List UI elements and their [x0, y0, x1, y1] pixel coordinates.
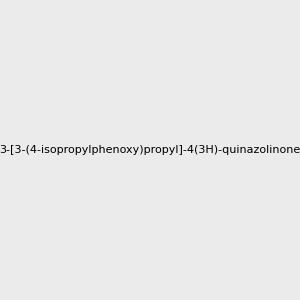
Text: 3-[3-(4-isopropylphenoxy)propyl]-4(3H)-quinazolinone: 3-[3-(4-isopropylphenoxy)propyl]-4(3H)-q… — [0, 145, 300, 155]
